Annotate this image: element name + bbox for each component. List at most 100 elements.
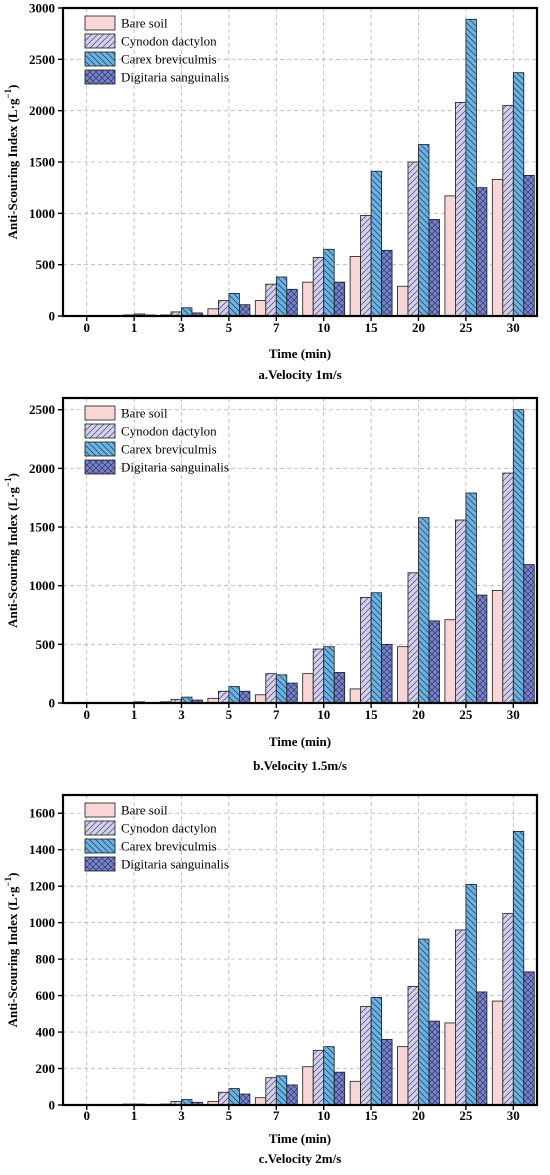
bar-cynodon-25min	[454, 929, 467, 1106]
bar-digitaria-5min	[238, 690, 251, 704]
legend-label-bare-soil: Bare soil	[121, 803, 168, 818]
x-tick-label: 25	[459, 320, 473, 335]
legend-label-cynodon: Cynodon dactylon	[121, 821, 217, 836]
bar-digitaria-30min	[523, 971, 535, 1106]
bar-carex-7min	[275, 276, 288, 317]
bar-digitaria-25min	[475, 187, 488, 317]
bar-cynodon-15min	[360, 597, 372, 704]
legend-label-carex: Carex breviculmis	[121, 839, 217, 854]
bar-digitaria-7min	[286, 1084, 298, 1106]
bar-carex-30min	[512, 72, 525, 317]
x-tick-label: 1	[131, 320, 138, 335]
x-tick-label: 15	[365, 1108, 379, 1123]
x-axis-title: Time (min)	[269, 346, 331, 361]
y-tick-label: 2000	[29, 103, 55, 118]
x-tick-label: 7	[273, 707, 280, 722]
x-axis-title: Time (min)	[269, 1131, 331, 1146]
bar-digitaria-25min	[475, 991, 488, 1106]
bar-digitaria-10min	[333, 672, 346, 704]
bar-digitaria-20min	[428, 620, 440, 704]
x-tick-label: 5	[226, 320, 233, 335]
bar-carex-5min	[228, 1088, 240, 1106]
legend-label-carex: Carex breviculmis	[121, 52, 217, 67]
y-tick-label: 2000	[29, 461, 55, 476]
bar-carex-5min	[228, 293, 240, 317]
bar-carex-3min	[181, 307, 193, 317]
y-tick-label: 0	[49, 1098, 56, 1113]
x-tick-label: 10	[317, 320, 330, 335]
x-tick-label: 1	[131, 707, 138, 722]
bar-bare-soil-30min	[491, 589, 504, 704]
legend-label-carex: Carex breviculmis	[121, 442, 217, 457]
bar-carex-10min	[323, 1046, 335, 1106]
legend-swatch-cynodon	[84, 423, 116, 439]
y-tick-label: 1000	[29, 206, 55, 221]
x-tick-label: 3	[178, 320, 185, 335]
bar-digitaria-7min	[286, 288, 298, 317]
bar-carex-15min	[370, 170, 383, 317]
bar-digitaria-15min	[381, 1038, 393, 1106]
bar-digitaria-20min	[428, 1020, 440, 1106]
bar-digitaria-5min	[238, 304, 251, 317]
bar-cynodon-10min	[312, 257, 325, 317]
y-tick-label: 1000	[29, 915, 55, 930]
y-tick-label: 0	[49, 696, 56, 711]
bar-cynodon-10min	[312, 1049, 325, 1106]
y-axis-title: Anti-Scouring Index (L·g−1)	[3, 473, 20, 628]
y-tick-label: 1600	[29, 806, 55, 821]
bar-bare-soil-30min	[491, 179, 504, 317]
x-tick-label: 25	[459, 707, 473, 722]
bar-cynodon-20min	[407, 572, 419, 704]
bar-bare-soil-10min	[302, 673, 314, 704]
bar-carex-10min	[323, 248, 335, 317]
plot-frame	[61, 6, 539, 318]
bar-digitaria-25min	[475, 594, 488, 704]
bar-digitaria-30min	[523, 174, 535, 317]
y-tick-label: 1500	[29, 155, 55, 170]
bar-carex-15min	[370, 592, 383, 704]
bar-bare-soil-15min	[349, 688, 362, 704]
bar-cynodon-20min	[407, 986, 419, 1106]
bar-carex-5min	[228, 686, 240, 704]
bar-cynodon-7min	[265, 673, 277, 704]
x-tick-label: 3	[178, 707, 185, 722]
y-tick-label: 0	[49, 309, 56, 324]
legend-swatch-digitaria	[84, 459, 116, 475]
legend-label-digitaria: Digitaria sanguinalis	[121, 857, 229, 872]
bar-bare-soil-15min	[349, 1080, 362, 1106]
bar-digitaria-10min	[333, 1071, 346, 1106]
bar-carex-7min	[275, 674, 288, 704]
bar-cynodon-30min	[502, 913, 514, 1106]
legend-label-bare-soil: Bare soil	[121, 16, 168, 31]
bar-cynodon-30min	[502, 472, 514, 704]
bar-cynodon-5min	[217, 300, 230, 317]
chart-panel-b: 0 500 1000 1500 2000 2500 0 1 3 5 7 10 15 20 25 30 Bare …	[3, 396, 539, 773]
y-tick-label: 1400	[29, 842, 55, 857]
bar-bare-soil-20min	[397, 1046, 409, 1106]
legend-label-digitaria: Digitaria sanguinalis	[121, 460, 229, 475]
bar-cynodon-20min	[407, 161, 419, 317]
panel-caption: a.Velocity 1m/s	[258, 367, 341, 382]
bar-carex-25min	[465, 883, 477, 1106]
panel-caption: b.Velocity 1.5m/s	[253, 758, 347, 773]
bar-carex-25min	[465, 492, 477, 704]
y-axis-title: Anti-Scouring Index (L·g−1)	[3, 873, 20, 1028]
plot-frame	[61, 396, 539, 705]
bar-carex-7min	[275, 1075, 288, 1106]
bar-bare-soil-25min	[444, 195, 456, 317]
legend-swatch-digitaria	[84, 69, 116, 85]
x-tick-label: 0	[83, 320, 90, 335]
panel-caption: c.Velocity 2m/s	[259, 1151, 342, 1166]
bar-digitaria-5min	[238, 1093, 251, 1106]
bar-bare-soil-7min	[254, 694, 267, 704]
y-tick-label: 2500	[29, 52, 55, 67]
legend-swatch-cynodon	[84, 820, 116, 836]
legend-swatch-bare-soil	[84, 405, 116, 421]
x-tick-label: 25	[459, 1108, 473, 1123]
x-tick-label: 30	[507, 1108, 520, 1123]
bar-bare-soil-7min	[254, 300, 267, 317]
x-tick-label: 10	[317, 1108, 330, 1123]
bar-cynodon-30min	[502, 105, 514, 317]
y-tick-label: 3000	[29, 1, 55, 16]
